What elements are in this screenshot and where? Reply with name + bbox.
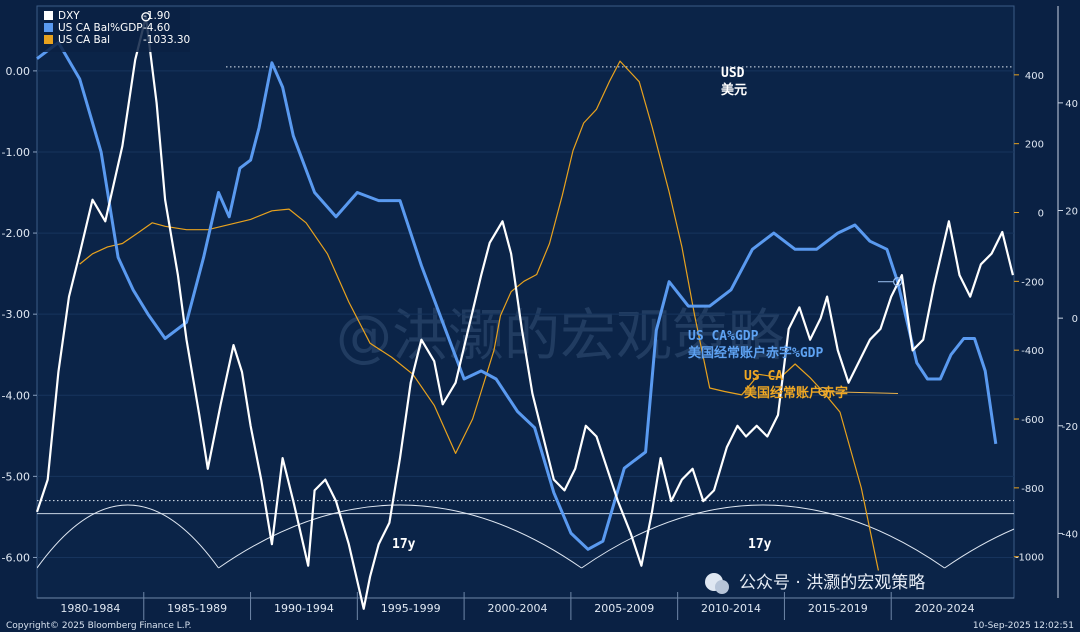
annotation-ca-gdp: US CA%GDP [688, 329, 759, 344]
series-layer [35, 15, 1014, 610]
ca-leader-line [818, 390, 899, 394]
left-tick-0: 0.00 [6, 65, 31, 78]
cycle-arc-0 [37, 504, 219, 569]
watermark: @洪灏的宏观策略 [336, 304, 784, 369]
x-tick-label-5: 2005-2009 [594, 602, 654, 615]
annotation-ca-cn: 美国经常账户赤字 [744, 385, 848, 401]
cycle-arcs [37, 504, 1014, 569]
outer-tick-2: 0 [1072, 314, 1078, 325]
annotation-ca-gdp-cn: 美国经常账户赤字%GDP [688, 345, 823, 361]
annotation-usd: USD [721, 66, 745, 81]
left-tick-6: -6.00 [2, 551, 30, 564]
annotation-ca: US CA [744, 369, 783, 384]
legend-box [40, 8, 190, 52]
x-tick-label-4: 2000-2004 [488, 602, 548, 615]
x-axis-ticks: 1980-1984 1985-1989 1990-1994 1995-1999 2000… [60, 602, 974, 615]
x-tick-label-3: 1995-1999 [381, 602, 441, 615]
inner-tick-6: -800 [1021, 484, 1044, 495]
left-tick-2: -2.00 [2, 227, 30, 240]
wechat-icon-secondary [715, 580, 729, 594]
cycle-label-2: 17y [748, 537, 772, 552]
right-inner-axis-ticks: 400 200 0 -200 -400 -600 -800 -1000 [1014, 71, 1044, 564]
inner-tick-1: 200 [1025, 140, 1044, 151]
usd-peak-marker [141, 12, 151, 22]
outer-tick-1: 20 [1065, 207, 1078, 218]
outer-tick-3: -20 [1062, 422, 1078, 433]
x-tick-label-8: 2020-2024 [915, 602, 975, 615]
outer-tick-4: -40 [1062, 529, 1078, 540]
inner-tick-4: -400 [1021, 346, 1044, 357]
legend-name-0: DXY [58, 10, 80, 22]
cycle-arc-2 [581, 504, 945, 569]
series-line-dxy [35, 15, 1014, 610]
timestamp: 10-Sep-2025 12:02:51 [973, 621, 1074, 631]
legend-swatch-1 [44, 23, 53, 32]
left-tick-5: -5.00 [2, 470, 30, 483]
cycle-label-1: 17y [392, 537, 416, 552]
legend-swatch-2 [44, 35, 53, 44]
inner-tick-5: -600 [1021, 415, 1044, 426]
inner-tick-2: 0 [1038, 209, 1044, 220]
legend-name-2: US CA Bal [58, 34, 110, 46]
brand-text: 公众号 · 洪灏的宏观策略 [739, 573, 925, 593]
x-tick-label-0: 1980-1984 [60, 602, 120, 615]
annotation-usd-cn: 美元 [721, 82, 747, 98]
right-outer-axis-ticks: 40 20 0 -20 -40 [1057, 6, 1078, 598]
series-line-us-ca-bal [79, 60, 879, 571]
left-tick-3: -3.00 [2, 308, 30, 321]
x-tick-label-2: 1990-1994 [274, 602, 334, 615]
series-line-us-ca-bal-gdp [36, 41, 998, 551]
legend-value-1: -4.60 [143, 22, 170, 34]
left-tick-4: -4.00 [2, 389, 30, 402]
legend-name-1: US CA Bal%GDP [58, 22, 143, 34]
cycle-arc-1 [218, 504, 582, 569]
x-tick-label-7: 2015-2019 [808, 602, 868, 615]
legend-value-2: -1033.30 [143, 34, 190, 46]
left-axis-ticks: 0.00 -1.00 -2.00 -3.00 -4.00 -5.00 -6.00 [2, 65, 37, 564]
x-tick-label-1: 1985-1989 [167, 602, 227, 615]
y-gridlines [37, 70, 1014, 558]
left-tick-1: -1.00 [2, 146, 30, 159]
x-separators [37, 592, 1014, 620]
inner-tick-7: -1000 [1015, 553, 1044, 564]
inner-tick-3: -200 [1021, 277, 1044, 288]
x-tick-label-6: 2010-2014 [701, 602, 761, 615]
brand-badge: 公众号 · 洪灏的宏观策略 [705, 573, 925, 594]
legend-swatch-0 [44, 11, 53, 20]
copyright: Copyright© 2025 Bloomberg Finance L.P. [6, 621, 191, 631]
inner-tick-0: 400 [1025, 71, 1044, 82]
plot-area [36, 5, 1015, 599]
cycle-arc-3 [944, 528, 1014, 569]
outer-tick-0: 40 [1065, 99, 1078, 110]
